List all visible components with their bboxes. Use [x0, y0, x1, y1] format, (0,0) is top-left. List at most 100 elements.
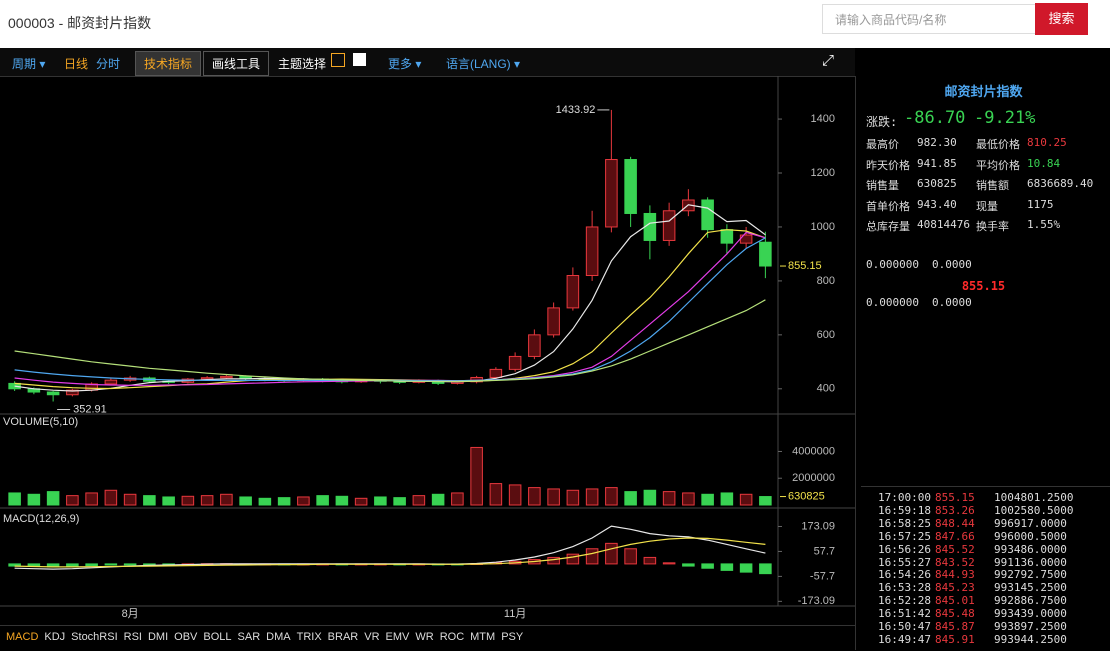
language-menu[interactable]: 语言(LANG) ▾	[446, 57, 521, 71]
indicator-tab[interactable]: StochRSI	[71, 631, 118, 643]
volume-bar	[66, 495, 79, 506]
label: 语言(LANG)	[446, 57, 511, 71]
indicator-tab[interactable]: WR	[415, 631, 434, 643]
macd-bar	[104, 563, 118, 566]
label: 更多	[388, 57, 413, 71]
more-menu[interactable]: 更多 ▾	[388, 57, 422, 71]
trade-price: 843.52	[935, 555, 975, 569]
indicator-tab[interactable]: OBV	[174, 631, 198, 643]
candle-body	[528, 334, 541, 357]
trade-price: 845.23	[935, 581, 975, 595]
trade-price: 844.93	[935, 568, 975, 582]
trade-price: 845.87	[935, 620, 975, 633]
indicator-tab[interactable]: ROC	[439, 631, 465, 643]
macd-bar	[605, 542, 618, 565]
indicator-tab[interactable]: DMA	[266, 631, 291, 643]
high-label: 1433.92	[556, 104, 596, 116]
trade-time: 16:51:42	[878, 607, 931, 621]
theme-dark[interactable]	[331, 53, 345, 67]
macd-bar	[720, 563, 734, 571]
volume-bar	[566, 489, 580, 506]
macd-bar	[85, 563, 98, 567]
candle-body	[66, 389, 79, 396]
separator	[861, 486, 1110, 487]
trade-volume: 991136.0000	[994, 555, 1067, 569]
indicator-tab[interactable]: TRIX	[296, 631, 322, 643]
volume-bar	[431, 493, 445, 506]
intraday-button[interactable]: 分时	[96, 57, 121, 71]
indicator-tab[interactable]: MTM	[470, 631, 496, 643]
indicator-tab[interactable]: MACD	[6, 631, 39, 643]
volume-bar	[316, 495, 329, 506]
trade-time: 17:00:00	[878, 491, 931, 504]
search-button[interactable]: 搜索	[1035, 3, 1088, 35]
daily-button[interactable]: 日线	[64, 57, 89, 71]
volume-bar	[739, 493, 753, 506]
volume-bar	[451, 492, 464, 506]
macd-bar	[123, 563, 137, 566]
volume-bar	[200, 495, 214, 506]
volume-bar	[297, 496, 310, 506]
theme-label: 主题选择	[278, 57, 327, 71]
search-input[interactable]: 请输入商品代码/名称	[822, 4, 1036, 34]
candle-body	[104, 379, 118, 385]
trade-time: 16:59:18	[878, 503, 931, 517]
trade-price: 845.01	[935, 594, 975, 608]
trade-volume: 992886.7500	[994, 594, 1067, 608]
x-tick-label: 8月	[122, 608, 139, 620]
indicator-tab[interactable]: RSI	[123, 631, 142, 643]
volume-bar	[374, 496, 387, 506]
volume-bar	[701, 493, 714, 506]
volume-bar	[258, 497, 272, 506]
field-value: 10.84	[1027, 156, 1061, 170]
period-menu[interactable]: 周期 ▾	[12, 57, 46, 71]
book-price: 855.15	[961, 279, 1006, 293]
volume-bar	[605, 487, 618, 506]
volume-bar	[720, 492, 734, 506]
trade-volume: 996917.0000	[994, 516, 1067, 530]
fullscreen-icon[interactable]: ⤢	[822, 52, 835, 69]
label: 周期	[12, 57, 37, 71]
volume-bar	[489, 483, 503, 506]
indicator-tab[interactable]: KDJ	[44, 631, 66, 643]
book-value: 0.000000	[866, 296, 919, 309]
candle-body	[46, 391, 60, 396]
change-pct: -9.21%	[974, 108, 1036, 128]
trade-price: 845.52	[935, 542, 975, 556]
x-tick-label: 11月	[504, 608, 526, 620]
macd-bar	[682, 563, 695, 567]
field-value: 40814476	[917, 218, 970, 231]
indicator-tab[interactable]: SAR	[237, 631, 261, 643]
volume-bar	[393, 497, 406, 506]
trade-time: 16:52:28	[878, 594, 931, 608]
indicator-tab[interactable]: BRAR	[327, 631, 359, 643]
indicator-line	[14, 237, 766, 382]
indicators-button[interactable]: 技术指标	[135, 51, 202, 76]
candle-body	[508, 355, 522, 370]
field-label: 最低价格	[976, 139, 1020, 151]
volume-bar	[759, 496, 772, 506]
theme-light[interactable]	[353, 53, 366, 66]
book-value: 0.000000	[866, 258, 919, 271]
trade-volume: 993486.0000	[994, 542, 1067, 556]
drawing-button[interactable]: 画线工具	[203, 51, 270, 76]
indicator-tab[interactable]: BOLL	[203, 631, 232, 643]
indicator-tab[interactable]: EMV	[385, 631, 410, 643]
indicator-tab[interactable]: DMI	[147, 631, 169, 643]
change-label: 涨跌:	[866, 115, 898, 129]
indicator-tab[interactable]: VR	[364, 631, 380, 643]
volume-bar	[547, 488, 560, 506]
volume-bar	[104, 489, 118, 506]
indicator-line	[14, 537, 766, 568]
volume-bar	[143, 495, 156, 506]
indicator-tab[interactable]: PSY	[501, 631, 524, 643]
volume-bar	[662, 491, 676, 506]
volume-bar	[508, 484, 522, 506]
chart: 400 600 800 1000 1200 1400 1433.92 352.91 855.15…	[0, 76, 855, 620]
field-label: 销售额	[976, 180, 1009, 192]
field-label: 换手率	[976, 221, 1009, 233]
trade-volume: 996000.5000	[994, 529, 1067, 543]
trade-volume: 993439.0000	[994, 607, 1067, 621]
y-tick-label: 57.7	[814, 545, 835, 557]
indicator-line	[14, 231, 766, 386]
